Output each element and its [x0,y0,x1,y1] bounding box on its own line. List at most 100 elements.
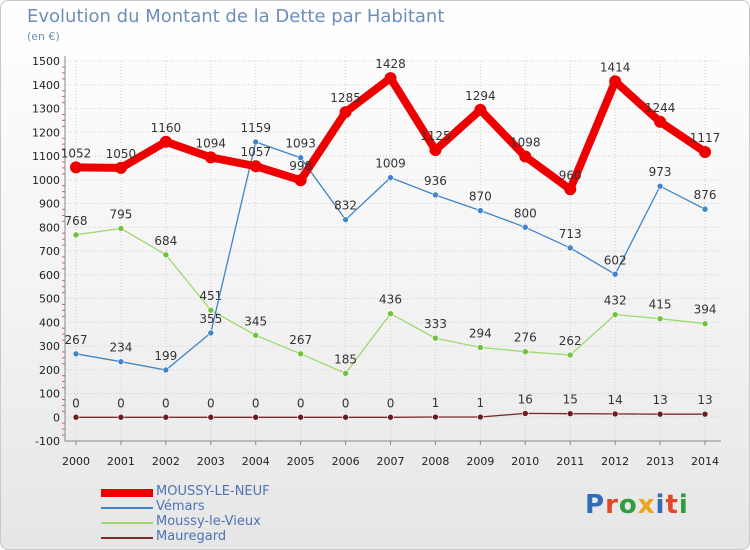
data-label-moussy-le-vieux: 394 [694,303,717,317]
x-tick-label: 2010 [511,455,539,468]
logo-letter: r [605,490,619,520]
y-tick-label: 0 [53,411,60,424]
data-point-moussy-le-neuf [474,103,487,116]
data-point-moussy-le-neuf [159,135,172,148]
y-tick-label: 600 [39,269,60,282]
chart-unit: (en €) [27,30,60,43]
data-label-moussy-le-neuf: 1117 [690,131,721,145]
data-point-mauregard [297,413,304,421]
data-point-vemars [521,223,529,231]
logo-letter: i [678,490,689,520]
data-label-moussy-le-vieux: 333 [424,317,447,331]
data-point-moussy-le-vieux [521,348,529,356]
data-point-vemars [432,191,439,199]
data-label-mauregard: 16 [518,392,533,406]
data-point-vemars [656,182,664,190]
x-tick-label: 2003 [197,455,225,468]
legend-label: MOUSSY-LE-NEUF [156,484,270,499]
data-label-moussy-le-vieux: 345 [244,314,267,328]
data-label-moussy-le-neuf: 998 [289,159,312,173]
data-point-mauregard [72,413,80,421]
y-tick-label: 300 [39,340,60,353]
data-point-moussy-le-vieux [611,311,619,318]
data-point-vemars [387,174,394,181]
data-point-moussy-le-vieux [701,320,709,327]
data-point-moussy-le-neuf [204,151,217,164]
data-point-moussy-le-vieux [297,350,304,358]
y-tick-label: 900 [39,198,60,211]
data-point-vemars [701,205,709,213]
data-label-mauregard: 0 [117,396,125,410]
data-label-mauregard: 13 [697,393,712,407]
data-point-moussy-le-neuf [564,183,577,196]
data-label-vemars: 870 [469,190,492,204]
data-point-moussy-le-vieux [387,310,394,318]
data-label-moussy-le-neuf: 1285 [330,91,361,105]
data-label-moussy-le-neuf: 1098 [510,135,541,149]
data-label-moussy-le-neuf: 1428 [375,57,406,71]
logo-letter: x [637,490,656,520]
y-tick-label: 800 [39,221,60,234]
x-tick-label: 2008 [421,455,449,468]
logo-letter: o [618,490,638,520]
legend-swatch [101,507,153,509]
proxiti-logo[interactable]: Proxiti [585,490,689,520]
x-tick-label: 2000 [62,455,90,468]
y-tick-label: 200 [39,364,60,377]
data-label-mauregard: 0 [252,396,260,410]
legend-label: Mauregard [156,529,227,544]
y-tick-label: 1400 [32,79,60,92]
data-label-mauregard: 0 [207,396,215,410]
x-tick-label: 2001 [107,455,135,468]
y-tick-label: 1500 [32,55,60,68]
legend-label: Vémars [156,499,205,514]
data-point-moussy-le-vieux [656,315,664,322]
data-point-moussy-le-neuf [384,72,397,85]
data-label-moussy-le-neuf: 1057 [240,145,271,159]
data-label-moussy-le-vieux: 262 [559,334,582,348]
data-point-vemars [117,358,125,365]
x-tick-label: 2011 [556,455,584,468]
logo-letter: i [655,490,666,520]
data-point-mauregard [387,413,394,421]
data-label-moussy-le-neuf: 1160 [151,121,182,135]
x-tick-label: 2014 [691,455,719,468]
data-label-moussy-le-vieux: 795 [109,207,132,221]
data-point-moussy-le-vieux [477,344,484,351]
y-tick-label: 400 [39,316,60,329]
data-label-moussy-le-vieux: 415 [649,298,672,312]
data-point-vemars [72,350,80,358]
data-label-moussy-le-neuf: 1414 [600,60,631,74]
data-label-vemars: 234 [109,341,132,355]
data-point-vemars [342,216,349,223]
data-point-moussy-le-neuf [609,75,622,88]
data-point-moussy-le-neuf [294,174,307,187]
legend-swatch [101,489,153,497]
data-point-moussy-le-vieux [432,334,439,342]
legend-label: Moussy-le-Vieux [156,514,261,529]
data-point-moussy-le-vieux [207,306,215,314]
data-label-vemars: 936 [424,174,447,188]
data-point-vemars [162,366,170,374]
data-label-moussy-le-neuf: 960 [559,168,582,182]
data-label-mauregard: 0 [342,396,350,410]
data-label-vemars: 355 [199,312,222,326]
data-point-moussy-le-neuf [339,106,352,119]
data-label-mauregard: 0 [162,396,170,410]
data-label-vemars: 1093 [285,137,316,151]
legend-swatch [101,537,153,539]
data-label-mauregard: 0 [72,396,80,410]
data-label-moussy-le-neuf: 1125 [420,129,451,143]
x-tick-label: 2009 [466,455,494,468]
data-point-vemars [207,329,215,337]
data-point-moussy-le-neuf [249,160,262,173]
x-tick-label: 2007 [377,455,405,468]
data-point-moussy-le-vieux [566,351,574,359]
data-label-mauregard: 0 [297,396,305,410]
x-tick-label: 2005 [287,455,315,468]
data-label-moussy-le-vieux: 684 [154,234,177,248]
y-tick-label: 100 [39,388,60,401]
y-tick-label: 700 [39,245,60,258]
